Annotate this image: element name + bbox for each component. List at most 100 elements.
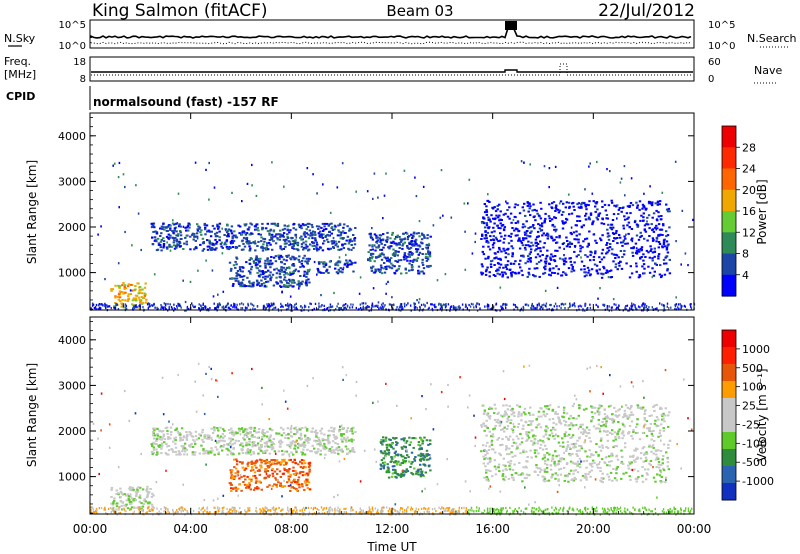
power-echo-cell [651,251,655,254]
power-echo-cell [289,273,293,276]
power-echo-cell [210,242,213,245]
power-echo-cell [313,244,316,247]
velocity-echo-cell [145,489,148,492]
velocity-echo-cell [265,435,269,438]
power-nearrange-cell [323,304,325,307]
velocity-echo-cell [517,437,520,440]
power-echo-cell [277,269,280,272]
power-echo-cell [178,242,182,245]
power-nearrange-cell [268,305,270,308]
power-nearrange-cell [690,305,692,308]
velocity-echo-cell [146,493,149,496]
power-echo-cell [339,237,342,240]
power-echo-cell [292,227,295,230]
velocity-echo-cell [245,431,249,434]
power-echo-cell [218,222,222,225]
power-echo-cell [568,206,571,209]
power-echo-cell [209,247,212,250]
power-echo-cell [274,260,278,263]
velocity-echo-cell [177,453,181,456]
power-echo-cell [543,219,546,222]
power-nearrange-cell [343,303,345,306]
power-echo-cell [426,258,430,261]
power-echo-cell [504,266,508,268]
velocity-echo-cell [353,451,356,453]
velocity-echo-cell [349,430,352,433]
power-echo-cell [226,231,229,234]
power-echo-cell [160,232,163,235]
power-echo-cell [584,205,588,208]
power-echo-cell [328,230,331,233]
velocity-echo-cell [667,447,670,449]
velocity-echo-cell [429,469,432,472]
power-echo-cell [507,247,510,250]
velocity-echo-cell [419,444,422,447]
power-echo-cell [542,246,545,249]
power-echo-cell [336,264,340,267]
power-echo-cell [386,259,389,262]
power-echo-cell [579,206,582,209]
power-nearrange-cell [470,302,473,305]
power-echo-cell [307,237,311,240]
power-echo-cell [304,223,308,226]
power-nearrange-cell [444,303,446,307]
power-echo-cell [248,259,251,261]
power-echo-cell [551,271,554,274]
power-echo-cell [193,248,196,251]
velocity-echo-cell [636,406,640,409]
velocity-echo-cell [655,466,658,468]
velocity-echo-cell [397,460,400,463]
power-nearrange-cell [452,305,455,308]
power-nearrange-cell [624,306,626,309]
power-echo-cell [638,274,641,276]
velocity-echo-cell [320,427,324,430]
power-echo-cell [544,265,547,268]
power-echo-cell [484,230,487,233]
power-nearrange-cell [232,306,234,309]
velocity-echo-cell [246,485,249,488]
velocity-echo-cell [554,428,557,431]
power-echo-cell [497,227,500,229]
velocity-echo-cell [425,449,429,452]
velocity-echo-cell [570,436,574,439]
power-nearrange-cell [200,305,202,308]
power-echo-cell [592,255,596,258]
power-sparse-cell [385,292,387,295]
power-echo-cell [286,225,289,228]
power-echo-cell [398,247,401,249]
velocity-echo-cell [352,449,355,451]
velocity-echo-cell [250,478,253,481]
velocity-echo-cell [283,450,287,453]
velocity-echo-cell [139,486,142,489]
velocity-echo-cell [308,488,312,491]
power-sparse-cell [359,276,362,279]
power-echo-cell [600,239,603,242]
power-echo-cell [561,227,565,230]
power-echo-cell [622,224,625,227]
power-echo-cell [537,235,540,238]
power-echo-cell [666,251,670,254]
power-echo-cell [327,241,330,243]
cpid-text: normalsound (fast) -157 RF [93,95,279,109]
nave-label: Nave [754,64,782,77]
velocity-echo-cell [210,451,213,454]
power-sparse-cell [418,301,420,304]
velocity-echo-cell [393,455,396,458]
power-echo-cell [292,285,295,288]
power-echo-cell [254,264,258,267]
power-nearrange-cell [383,305,385,308]
velocity-echo-cell [313,431,316,433]
power-echo-cell [159,244,162,246]
velocity-echo-cell [517,413,520,416]
power-echo-cell [249,242,253,245]
power-echo-cell [262,247,266,250]
power-echo-cell [553,225,556,228]
velocity-echo-cell [241,442,244,445]
power-echo-cell [283,270,286,273]
velocity-echo-cell [319,449,322,452]
velocity-echo-cell [156,433,159,436]
velocity-echo-cell [563,479,566,482]
velocity-echo-cell [149,509,152,512]
power-echo-cell [422,267,426,270]
power-nearrange-cell [495,303,497,306]
